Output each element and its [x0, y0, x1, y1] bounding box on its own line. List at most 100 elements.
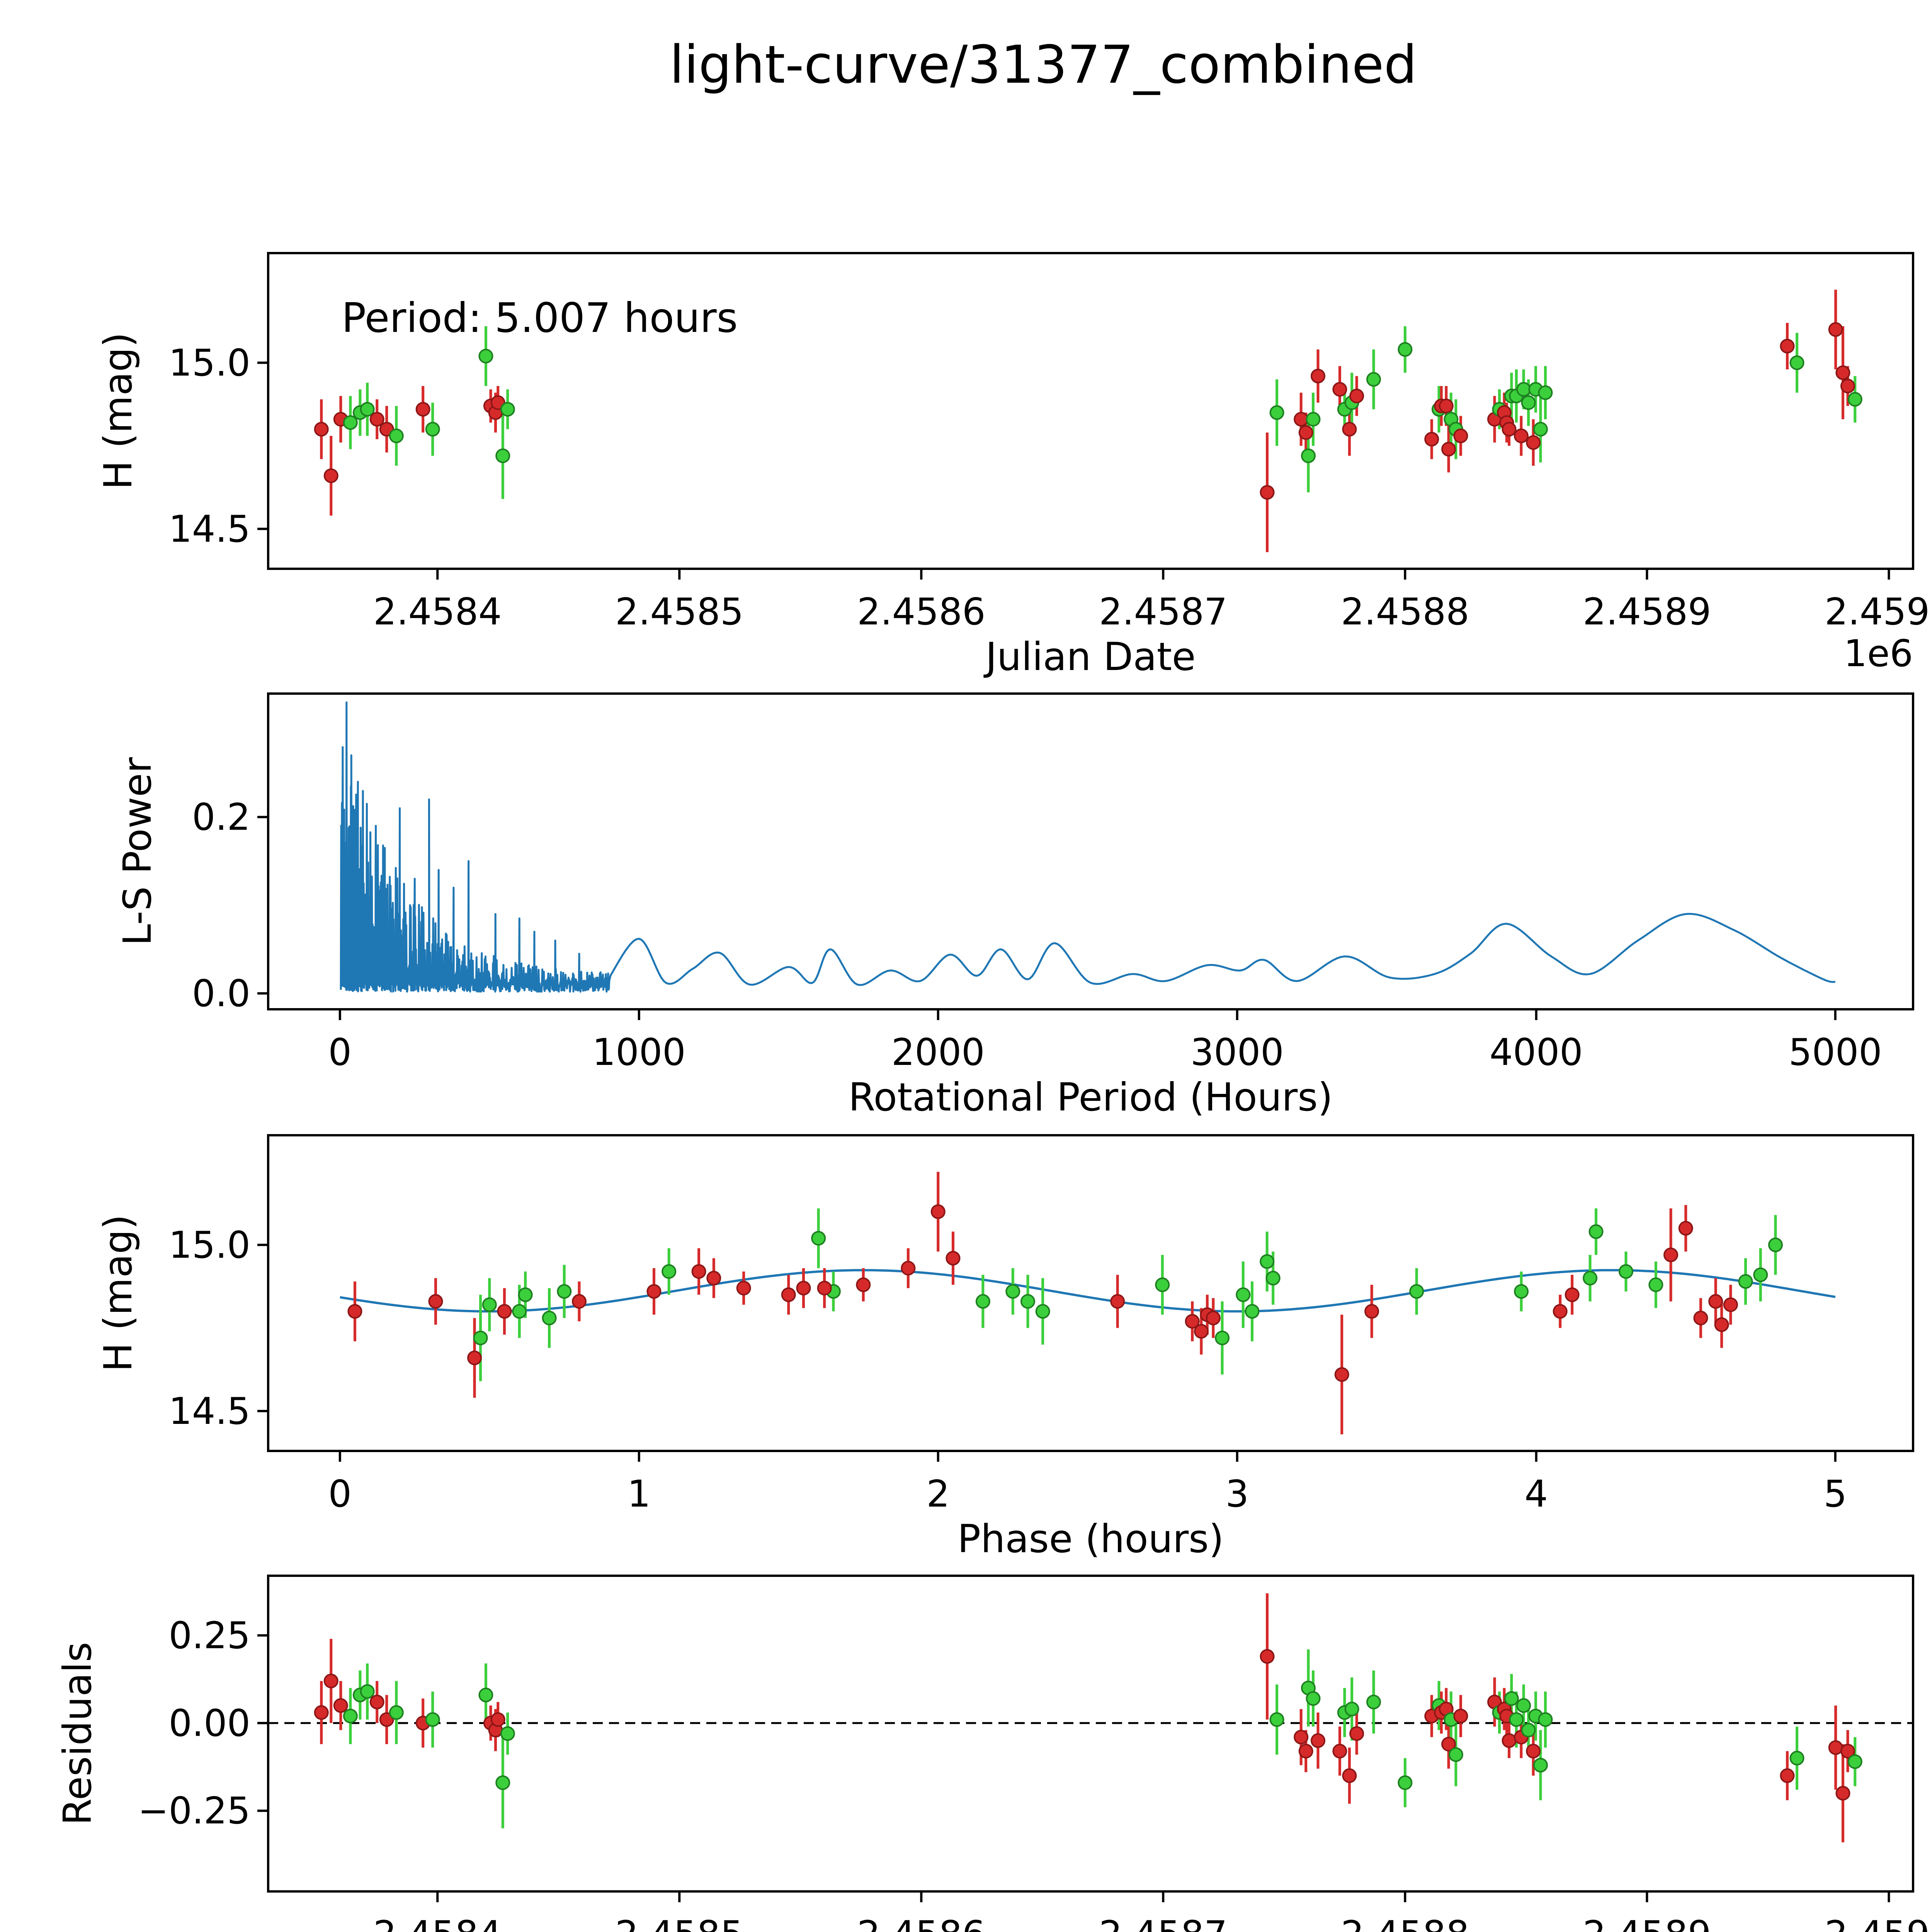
data-point — [1678, 1221, 1693, 1236]
data-point — [1840, 1743, 1855, 1759]
data-point — [646, 1284, 662, 1299]
data-point — [1453, 429, 1468, 443]
data-point — [1260, 1649, 1275, 1664]
data-point — [490, 1712, 505, 1727]
data-point — [1269, 405, 1284, 420]
data-point — [1516, 382, 1531, 397]
axes-spines — [267, 1134, 1914, 1452]
data-point — [1215, 1330, 1230, 1345]
x-tick-label: 0 — [328, 1473, 352, 1515]
data-point — [571, 1294, 587, 1309]
data-point — [1441, 442, 1456, 457]
data-point — [856, 1277, 871, 1292]
data-point — [1453, 1709, 1468, 1724]
data-point — [1260, 485, 1275, 500]
data-point — [1334, 1367, 1349, 1382]
x-tick-label: 2.4589 — [1583, 1913, 1711, 1932]
y-tick-label: 0.25 — [168, 1614, 250, 1657]
data-point — [1847, 392, 1862, 407]
data-point — [1514, 1284, 1529, 1299]
data-point — [1332, 382, 1347, 397]
data-point — [781, 1287, 796, 1302]
x-tick-label: 5 — [1824, 1473, 1847, 1515]
data-point — [1618, 1264, 1633, 1279]
y-tick-label: 0.00 — [168, 1702, 250, 1745]
data-point — [467, 1350, 482, 1366]
x-tick-label: 2000 — [891, 1031, 985, 1074]
data-point — [1155, 1277, 1170, 1292]
data-point — [736, 1281, 751, 1296]
data-point — [1035, 1304, 1050, 1319]
data-point — [343, 1709, 358, 1724]
data-point — [1206, 1311, 1221, 1325]
data-point — [946, 1251, 961, 1266]
x-tick-label: 4000 — [1490, 1031, 1583, 1074]
data-point — [1398, 1775, 1413, 1790]
x-tick-label: 2.4585 — [615, 591, 743, 633]
y-tick-label: 15.0 — [168, 342, 250, 384]
data-point — [1753, 1267, 1768, 1282]
data-point — [1265, 1270, 1281, 1286]
y-tick-label: 15.0 — [168, 1224, 250, 1267]
data-point — [1301, 448, 1316, 463]
x-tick-label: 2.4590 — [1825, 591, 1932, 633]
data-point — [1514, 429, 1529, 443]
x-tick-label: 2.4585 — [615, 1913, 743, 1932]
panel-residuals_vs_jd: 2.4584 2.4585 2.4586 2.4587 2.4588 2.4589 2.45… — [55, 1575, 1932, 1932]
data-point — [1533, 1758, 1548, 1773]
data-point — [1588, 1224, 1604, 1239]
x-tick-label: 1000 — [592, 1031, 686, 1074]
data-point — [796, 1281, 811, 1296]
data-point — [1738, 1274, 1753, 1289]
data-point — [1723, 1297, 1738, 1312]
data-point — [478, 349, 493, 364]
data-point — [1310, 1733, 1325, 1748]
data-point — [1648, 1277, 1663, 1292]
panel-phased_lightcurve: 0 1 2 3 4 5 14.5 15.0 Phase (hours) H (mag) — [95, 1134, 1914, 1561]
x-tick-label: 3 — [1226, 1473, 1249, 1515]
data-point — [1840, 379, 1855, 393]
data-point — [1780, 1768, 1795, 1783]
y-tick-label: 14.5 — [168, 508, 250, 551]
data-point — [1194, 1324, 1209, 1339]
x-tick-label: 2.4587 — [1099, 591, 1227, 633]
data-point — [323, 1673, 338, 1689]
data-point — [1835, 1786, 1850, 1801]
data-point — [1502, 422, 1517, 437]
data-point — [1583, 1270, 1598, 1286]
data-points — [347, 1204, 1783, 1382]
x-tick-label: 5000 — [1789, 1031, 1882, 1074]
data-point — [1439, 398, 1454, 413]
x-tick-label: 2.4584 — [373, 1913, 502, 1932]
x-tick-label: 4 — [1525, 1473, 1548, 1515]
data-point — [1398, 342, 1413, 357]
data-point — [1185, 1314, 1200, 1329]
data-point — [1847, 1754, 1862, 1769]
data-point — [1409, 1284, 1424, 1299]
data-point — [1349, 388, 1364, 403]
data-point — [495, 448, 510, 463]
data-point — [1306, 412, 1321, 427]
data-point — [500, 1726, 515, 1741]
axis-offset-text: 1e6 — [1844, 633, 1913, 675]
data-point — [369, 412, 384, 427]
x-tick-label: 0 — [328, 1031, 352, 1074]
x-tick-label: 3000 — [1190, 1031, 1284, 1074]
data-point — [314, 422, 329, 437]
data-point — [1298, 1743, 1313, 1759]
data-point — [500, 402, 515, 417]
data-point — [1708, 1294, 1723, 1309]
y-axis-label-lightcurve_vs_jd: H (mag) — [95, 332, 141, 490]
data-point — [512, 1304, 527, 1319]
data-point — [425, 1712, 440, 1727]
panel-periodogram: 0 1000 2000 3000 4000 5000 0.0 0.2 Rotational Pe… — [115, 692, 1914, 1120]
data-point — [389, 429, 404, 443]
data-point — [542, 1311, 557, 1325]
x-tick-label: 2.4587 — [1099, 1913, 1227, 1932]
x-axis-label-periodogram: Rotational Period (Hours) — [849, 1075, 1333, 1120]
y-axis-label-phased_lightcurve: H (mag) — [95, 1214, 141, 1372]
data-point — [1714, 1317, 1729, 1332]
x-tick-label: 2.4586 — [857, 1913, 985, 1932]
data-point — [1828, 1740, 1843, 1755]
